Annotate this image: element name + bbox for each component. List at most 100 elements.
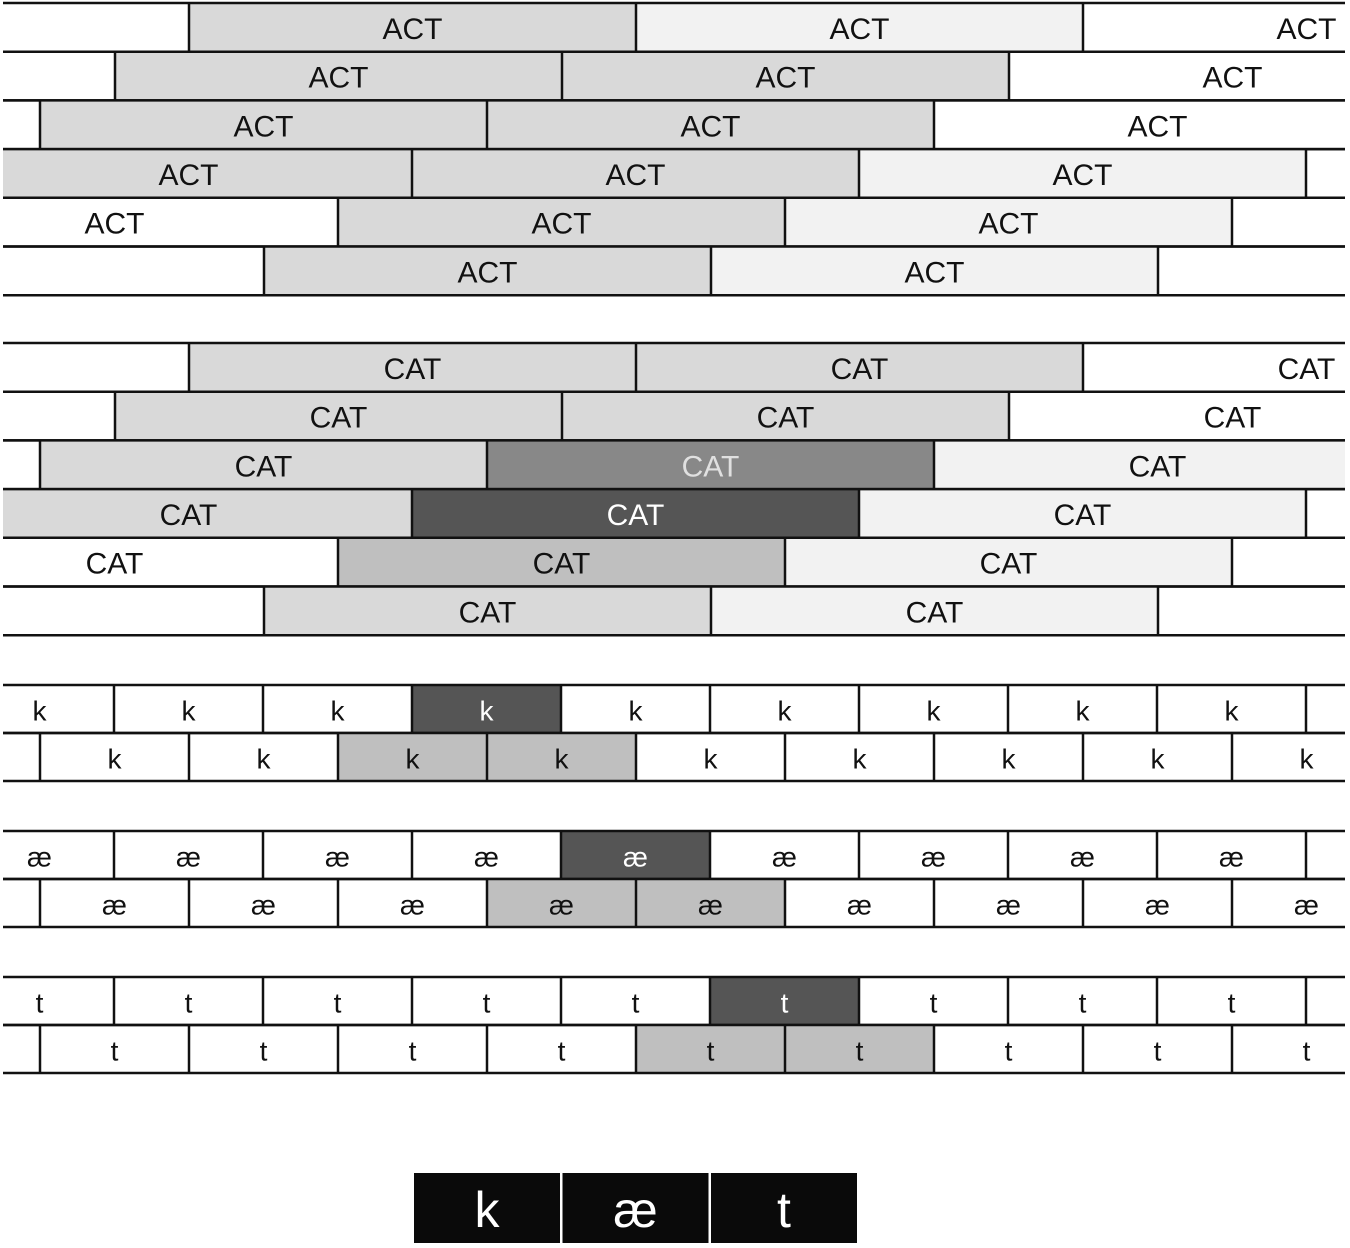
unit-label: æ: [772, 842, 797, 873]
unit-label: ACT: [830, 13, 890, 46]
unit-label: CAT: [459, 596, 517, 629]
unit-cell: [934, 440, 1345, 490]
unit-label: k: [927, 696, 942, 727]
unit-label: ACT: [979, 208, 1039, 241]
unit-label: t: [1303, 1036, 1311, 1067]
unit-label: æ: [1219, 842, 1244, 873]
unit-cell: [338, 197, 785, 247]
unit-label: t: [334, 988, 342, 1019]
unit-cell: [264, 246, 711, 296]
input-label: k: [475, 1182, 501, 1238]
unit-cell: [40, 440, 487, 490]
unit-label: k: [1076, 696, 1091, 727]
unit-label: ACT: [383, 13, 443, 46]
unit-label: CAT: [86, 548, 144, 581]
unit-label: æ: [1145, 890, 1170, 921]
unit-label: æ: [698, 890, 723, 921]
unit-label: t: [856, 1036, 864, 1067]
unit-cell: [859, 489, 1306, 538]
unit-label: k: [182, 696, 197, 727]
unit-label: ACT: [532, 208, 592, 241]
unit-cell: [338, 537, 785, 587]
unit-label: t: [260, 1036, 268, 1067]
unit-label: k: [33, 696, 48, 727]
unit-label: æ: [27, 842, 52, 873]
unit-label: CAT: [1278, 353, 1336, 386]
unit-label: CAT: [607, 499, 665, 532]
unit-cell: [711, 246, 1158, 296]
unit-label: t: [558, 1036, 566, 1067]
unit-label: æ: [400, 890, 425, 921]
unit-label: æ: [996, 890, 1021, 921]
unit-cell: [710, 977, 859, 1025]
unit-cell: [785, 1025, 934, 1073]
input-cell: [562, 1173, 709, 1243]
unit-label: t: [36, 988, 44, 1019]
unit-label: t: [1005, 1036, 1013, 1067]
unit-label: t: [1228, 988, 1236, 1019]
unit-label: ACT: [309, 62, 369, 95]
unit-label: k: [778, 696, 793, 727]
layers: ACT ACT ACT ACT ACT ACT ACT ACT ACT ACT ACT ACT ACT A…: [3, 1, 1345, 1075]
unit-label: t: [707, 1036, 715, 1067]
unit-cell: [562, 51, 1009, 101]
unit-label: ACT: [681, 110, 741, 143]
unit-label: CAT: [980, 548, 1038, 581]
unit-cell: [487, 879, 636, 927]
unit-label: k: [1300, 744, 1315, 775]
unit-label: k: [629, 696, 644, 727]
unit-cell: [189, 3, 636, 52]
unit-label: CAT: [682, 450, 740, 483]
unit-label: CAT: [235, 450, 293, 483]
unit-label: æ: [251, 890, 276, 921]
unit-label: ACT: [756, 62, 816, 95]
input-label: æ: [613, 1182, 657, 1238]
unit-cell: [636, 3, 1083, 52]
unit-label: t: [111, 1036, 119, 1067]
unit-label: æ: [1294, 890, 1319, 921]
unit-label: k: [257, 744, 272, 775]
unit-label: CAT: [384, 353, 442, 386]
unit-label: æ: [623, 842, 648, 873]
unit-label: k: [406, 744, 421, 775]
unit-label: æ: [921, 842, 946, 873]
unit-cell: [636, 343, 1083, 392]
input-cell: [414, 1173, 560, 1243]
unit-cell: [636, 879, 785, 927]
unit-cell: [487, 100, 934, 150]
unit-label: ACT: [905, 256, 965, 289]
unit-cell: [561, 831, 710, 879]
unit-label: CAT: [831, 353, 889, 386]
unit-label: æ: [474, 842, 499, 873]
unit-label: ACT: [85, 208, 145, 241]
unit-label: k: [108, 744, 123, 775]
unit-label: t: [409, 1036, 417, 1067]
unit-cell: [115, 51, 562, 101]
unit-label: k: [1225, 696, 1240, 727]
unit-cell: [487, 733, 636, 781]
unit-label: ACT: [234, 110, 294, 143]
unit-label: k: [480, 696, 495, 727]
unit-label: æ: [176, 842, 201, 873]
unit-label: t: [1154, 1036, 1162, 1067]
unit-label: ACT: [458, 256, 518, 289]
unit-cell: [859, 149, 1306, 198]
unit-cell: [412, 489, 859, 538]
unit-label: ACT: [1128, 110, 1188, 143]
unit-label: CAT: [906, 596, 964, 629]
input-cell: [711, 1173, 857, 1243]
unit-label: ACT: [1203, 62, 1263, 95]
unit-label: t: [185, 988, 193, 1019]
unit-label: CAT: [1129, 450, 1187, 483]
unit-label: ACT: [1277, 13, 1337, 46]
unit-cell: [711, 586, 1158, 636]
unit-label: t: [483, 988, 491, 1019]
unit-label: æ: [1070, 842, 1095, 873]
unit-label: CAT: [160, 499, 218, 532]
unit-label: CAT: [1054, 499, 1112, 532]
unit-label: t: [632, 988, 640, 1019]
unit-cell: [487, 440, 934, 490]
unit-label: ACT: [159, 159, 219, 192]
unit-label: æ: [102, 890, 127, 921]
